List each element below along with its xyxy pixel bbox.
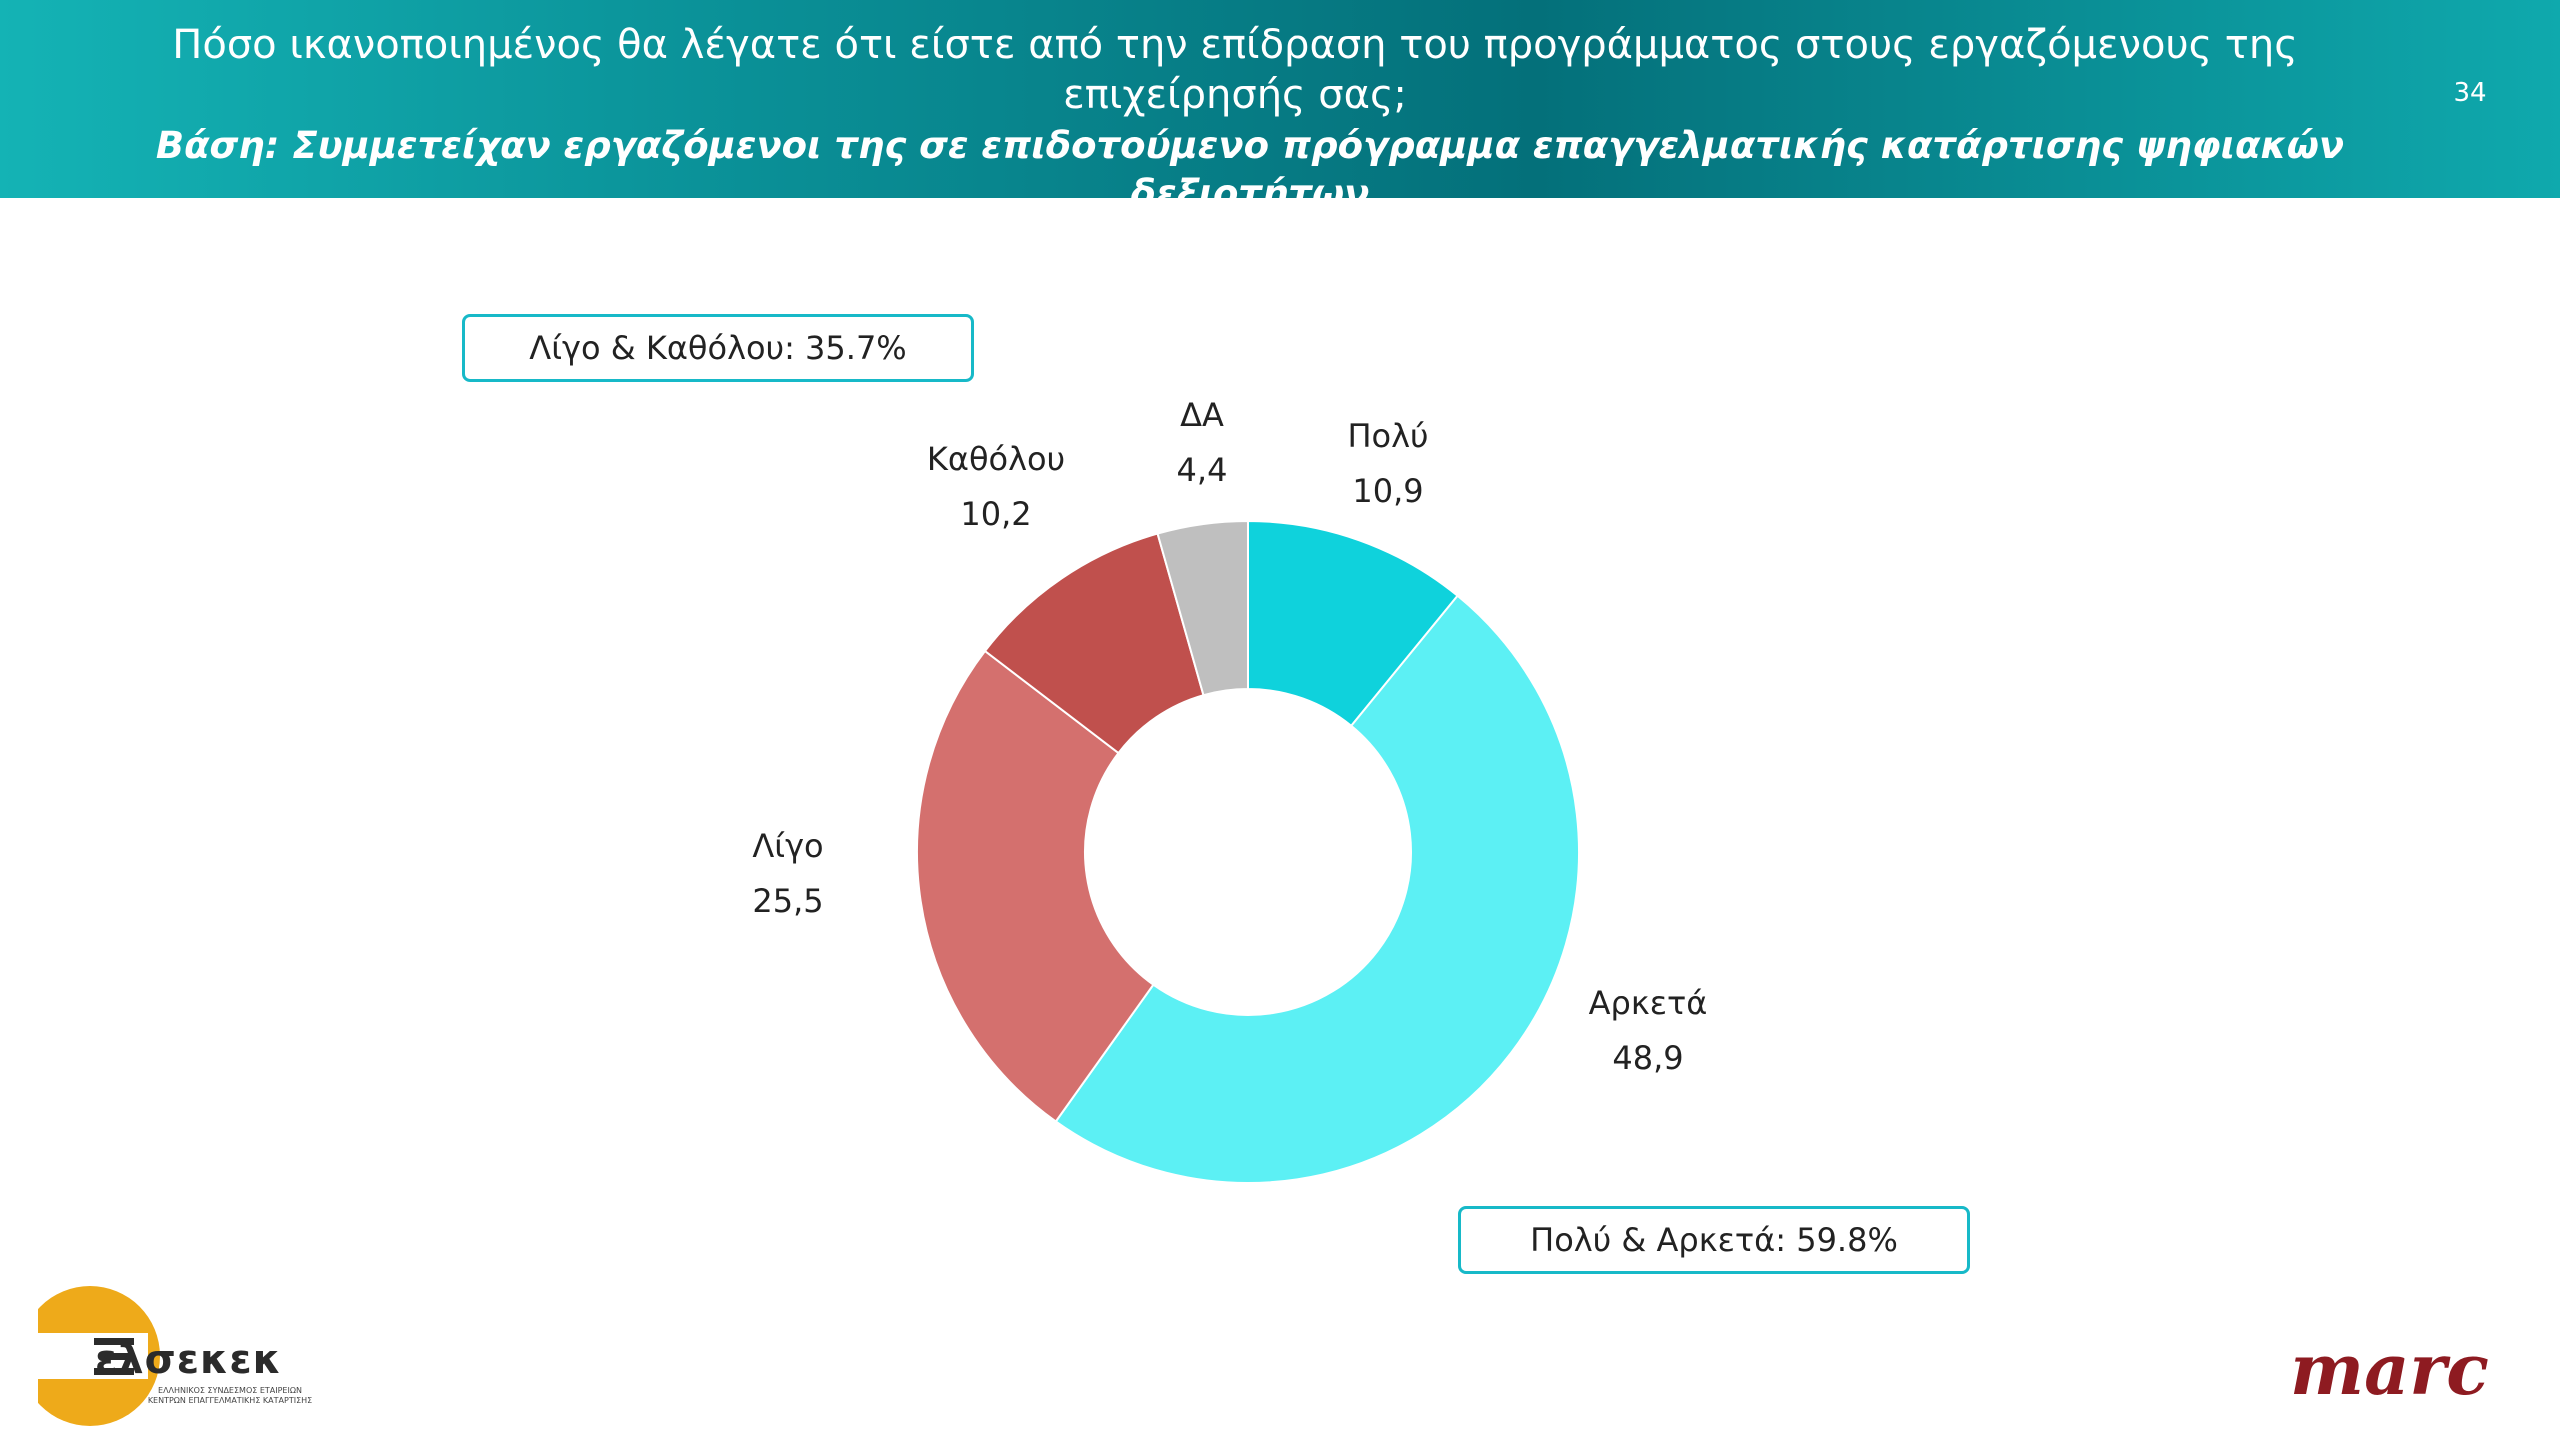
- callout-high-satisfaction: Πολύ & Αρκετά: 59.8%: [1458, 1206, 1970, 1274]
- slice-value-ligo: 25,5: [752, 882, 823, 920]
- slice-label-arketa: Αρκετά: [1589, 984, 1708, 1022]
- callout-low-satisfaction: Λίγο & Καθόλου: 35.7%: [462, 314, 974, 382]
- slice-value-arketa: 48,9: [1612, 1039, 1683, 1077]
- slice-arketa: [1054, 594, 1580, 1185]
- slice-label-katholou: Καθόλου: [927, 440, 1065, 478]
- slice-label-ligo: Λίγο: [752, 827, 823, 865]
- slice-label-da: ΔΑ: [1180, 396, 1224, 434]
- slice-value-da: 4,4: [1177, 451, 1228, 489]
- slice-katholou: [983, 532, 1205, 755]
- elsekek-logo: [38, 1286, 160, 1426]
- page-number: 34: [2453, 78, 2487, 108]
- slice-label-poly: Πολύ: [1347, 417, 1428, 455]
- slice-value-poly: 10,9: [1352, 472, 1423, 510]
- slice-da: [1156, 519, 1249, 697]
- elsekek-logo-subtitle: ΕΛΛΗΝΙΚΟΣ ΣΥΝΔΕΣΜΟΣ ΕΤΑΙΡΕΙΩΝ ΚΕΝΤΡΩΝ ΕΠ…: [147, 1386, 313, 1405]
- header-banner: Πόσο ικανοποιημένος θα λέγατε ότι είστε …: [0, 0, 2560, 215]
- question-base: Βάση: Συμμετείχαν εργαζόμενοι της σε επι…: [155, 124, 2345, 215]
- slice-ligo: [916, 649, 1155, 1123]
- marc-logo: marc: [2290, 1328, 2489, 1411]
- question-title: Πόσο ικανοποιημένος θα λέγατε ότι είστε …: [172, 22, 2298, 118]
- slice-value-katholou: 10,2: [960, 495, 1031, 533]
- elsekek-logo-text: ελσεκεκ: [95, 1337, 283, 1383]
